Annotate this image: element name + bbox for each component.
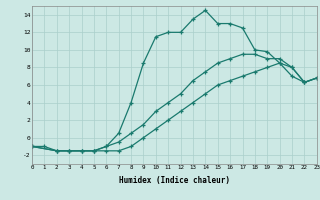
X-axis label: Humidex (Indice chaleur): Humidex (Indice chaleur) [119, 176, 230, 185]
